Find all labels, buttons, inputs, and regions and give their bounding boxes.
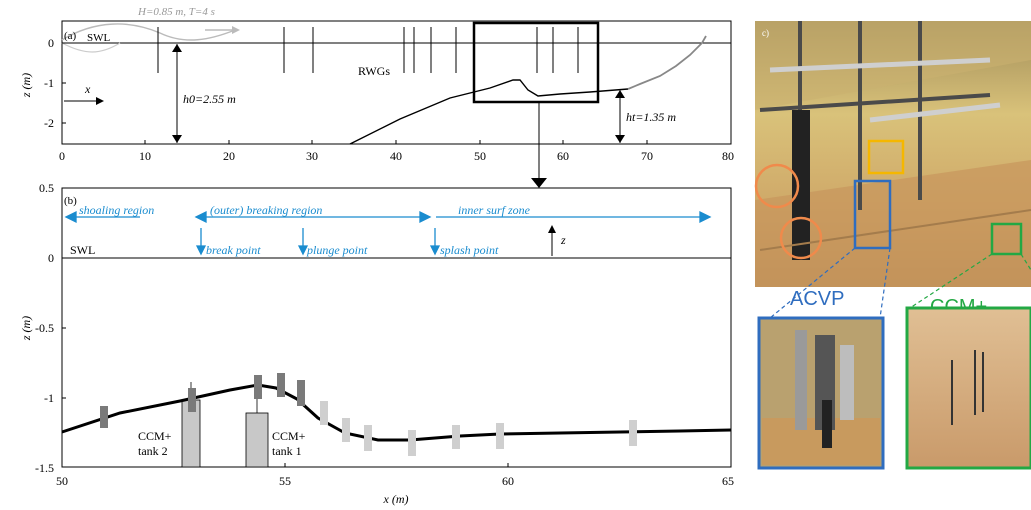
panel-b-ytick: -1	[44, 391, 54, 405]
panel-b-xtick: 60	[502, 474, 514, 488]
panel-a-ylabel: z (m)	[19, 73, 33, 98]
instrument-markers	[100, 373, 637, 456]
rwgs-label: RWGs	[358, 64, 390, 78]
ccm-box	[990, 222, 1023, 256]
panel-a-xtick: 30	[306, 149, 318, 163]
ccm-tank-1-number: tank 1	[272, 444, 302, 458]
panel-b-ytick: 0	[48, 251, 54, 265]
breaking-label: (outer) breaking region	[210, 203, 322, 217]
region-arrows	[64, 210, 712, 224]
panel-a-xtick: 0	[59, 149, 65, 163]
panel-a-xtick: 40	[390, 149, 402, 163]
orange-circle-upper	[754, 163, 800, 209]
panel-b-tick-marks	[62, 257, 509, 467]
z-arrow-label: z	[560, 233, 566, 247]
panel-a-xtick: 60	[557, 149, 569, 163]
acvp-label: ACVP	[790, 288, 844, 310]
wave-parameters: H=0.85 m, T=4 s	[137, 6, 215, 18]
ccm-tank-2-name: CCM+	[138, 429, 172, 443]
rwg-lines	[157, 27, 579, 73]
shoaling-label: shoaling region	[79, 203, 154, 217]
ccm-tank-1-name: CCM+	[272, 429, 306, 443]
panel-b: (b) shoaling region (outer) breaking reg…	[19, 181, 734, 506]
panel-a-xtick: 20	[223, 149, 235, 163]
panel-b-xtick: 50	[56, 474, 68, 488]
panel-b-ytick: -0.5	[35, 321, 54, 335]
panel-a-ytick: -1	[44, 76, 54, 90]
swl-label-b: SWL	[70, 243, 95, 257]
ccm-inset-photo	[905, 306, 1031, 470]
panel-a-upper-beach	[627, 35, 707, 90]
inner-surf-label: inner surf zone	[458, 203, 531, 217]
wave-arrow-head	[232, 26, 240, 34]
panel-b-ytick: 0.5	[39, 181, 54, 195]
panel-b-ylabel: z (m)	[19, 316, 33, 341]
panel-b-xtick: 55	[279, 474, 291, 488]
panel-b-xtick: 65	[722, 474, 734, 488]
panel-b-ytick: -1.5	[35, 461, 54, 475]
swl-label-a: SWL	[87, 32, 111, 44]
ccm-tank-1	[245, 412, 269, 468]
yellow-box	[867, 139, 905, 175]
zoom-arrow-head	[531, 178, 547, 188]
zoom-box	[472, 21, 600, 104]
panel-a: (a) SWL H=0.85 m, T=4 s x h0=2.55 m ht=1…	[19, 6, 734, 188]
panel-a-ytick: 0	[48, 36, 54, 50]
plunge-point-label: plunge point	[306, 243, 368, 257]
panel-a-profile	[349, 79, 629, 145]
panel-a-tick-marks	[62, 42, 648, 144]
panel-c-label: c)	[762, 28, 769, 38]
panel-a-xtick: 80	[722, 149, 734, 163]
ht-label: ht=1.35 m	[626, 110, 676, 124]
panel-b-xlabel: x (m)	[383, 492, 409, 506]
x-arrow-label: x	[84, 82, 91, 96]
panel-c: c) ACVP CCM+	[754, 21, 1031, 470]
ccm-tank-2-number: tank 2	[138, 444, 168, 458]
panel-a-xtick: 10	[139, 149, 151, 163]
panel-b-label: (b)	[64, 195, 77, 207]
panel-a-xtick: 50	[474, 149, 486, 163]
h0-label: h0=2.55 m	[183, 92, 236, 106]
acvp-box	[853, 179, 892, 250]
panel-a-ytick: -2	[44, 116, 54, 130]
splash-point-label: splash point	[440, 243, 499, 257]
probe	[792, 110, 810, 260]
orange-circle-lower	[779, 216, 823, 260]
point-arrows	[195, 228, 441, 256]
break-point-label: break point	[206, 243, 261, 257]
panel-a-axes-box	[61, 20, 732, 145]
panel-a-label: (a)	[64, 30, 77, 42]
wave-trough	[61, 42, 121, 53]
panel-a-xtick: 70	[641, 149, 653, 163]
wave-sketch	[61, 23, 236, 41]
